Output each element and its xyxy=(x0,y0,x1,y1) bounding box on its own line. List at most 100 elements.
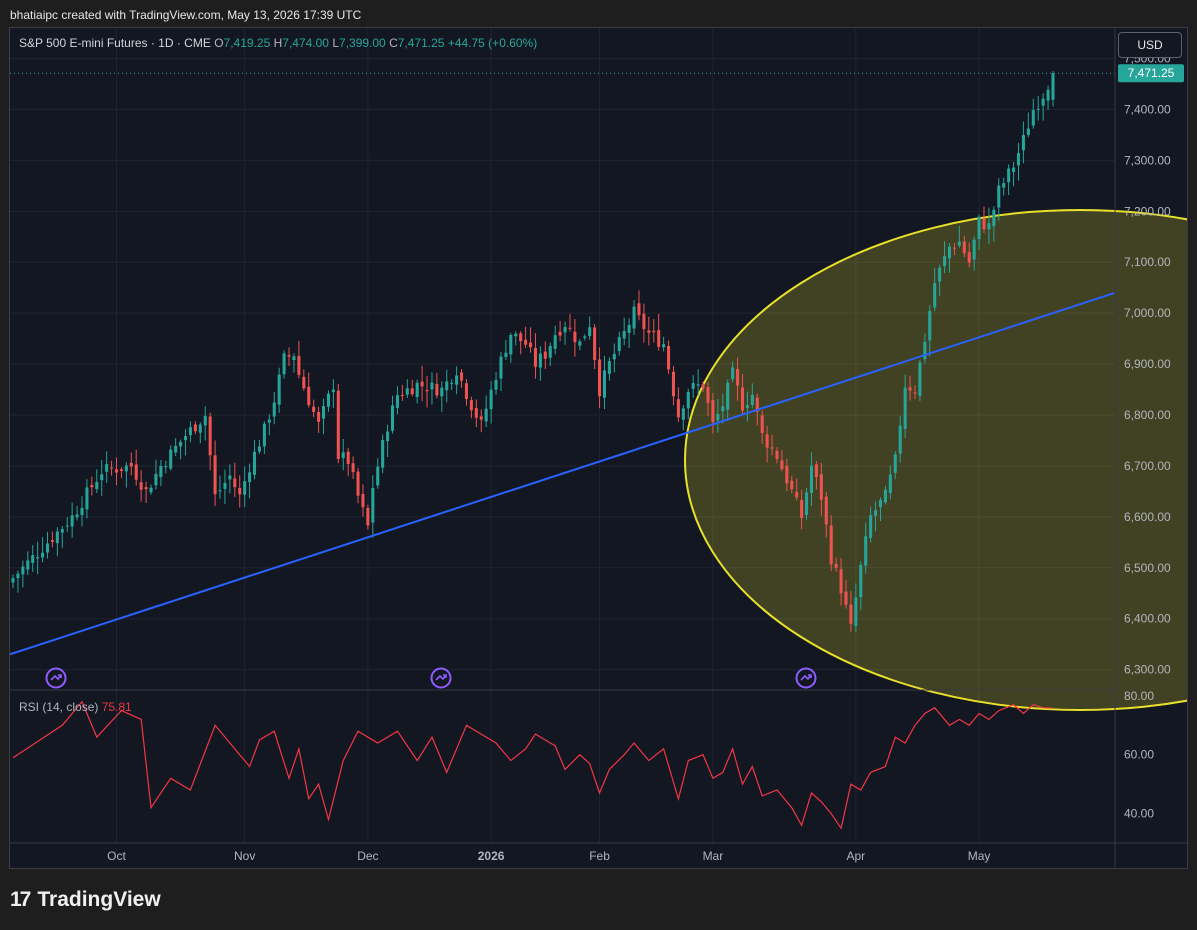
candle-body xyxy=(474,408,478,418)
candle xyxy=(721,393,725,424)
price-tick-label: 7,200.00 xyxy=(1124,204,1171,218)
candle xyxy=(864,522,868,574)
candle-body xyxy=(188,427,192,436)
candle-body xyxy=(321,406,326,419)
candle xyxy=(972,236,976,271)
candle-body xyxy=(770,447,774,449)
candle xyxy=(100,460,104,496)
currency-button[interactable]: USD xyxy=(1118,32,1182,58)
candle xyxy=(543,341,547,370)
rsi-legend[interactable]: RSI (14, close) 75.81 xyxy=(19,700,132,714)
candle-body xyxy=(962,241,966,254)
candle xyxy=(80,496,84,527)
candle xyxy=(129,452,133,476)
candle xyxy=(243,466,247,508)
last-price-badge xyxy=(1118,64,1184,83)
candle-body xyxy=(583,336,587,338)
candle-body xyxy=(134,464,138,480)
candle xyxy=(272,391,276,425)
candle-body xyxy=(60,529,64,533)
candle-body xyxy=(977,216,981,240)
candle xyxy=(839,557,843,606)
candle xyxy=(188,421,192,443)
candle-body xyxy=(114,469,119,473)
candle xyxy=(371,475,375,538)
candle xyxy=(869,506,873,543)
candle xyxy=(149,484,153,495)
candle xyxy=(859,561,863,611)
candle xyxy=(883,485,887,505)
candle xyxy=(499,351,503,391)
candle xyxy=(519,331,523,355)
price-chart[interactable]: 7,471.25 7,500.007,400.007,300.007,200.0… xyxy=(10,28,1187,868)
candle xyxy=(31,545,35,572)
candle xyxy=(962,235,966,258)
candle xyxy=(888,465,892,500)
price-tick-label: 6,400.00 xyxy=(1124,612,1171,626)
candle-body xyxy=(967,252,971,263)
candle-body xyxy=(1036,108,1040,110)
candle-body xyxy=(484,408,488,422)
event-arrow-icon[interactable] xyxy=(45,667,67,689)
candle-body xyxy=(430,382,434,390)
symbol-legend[interactable]: S&P 500 E-mini Futures · 1D · CME O7,419… xyxy=(19,36,537,50)
candle-body xyxy=(331,389,335,393)
candle xyxy=(110,460,114,476)
candle xyxy=(854,583,858,633)
candle-body xyxy=(997,185,1001,208)
candle-body xyxy=(183,436,188,441)
candle-body xyxy=(878,499,883,508)
candle xyxy=(75,505,79,521)
candle-body xyxy=(533,348,537,367)
candle xyxy=(1031,98,1035,129)
candle-body xyxy=(943,256,947,267)
candle-body xyxy=(435,383,439,396)
candle xyxy=(997,178,1001,221)
candle xyxy=(967,242,971,268)
candle-body xyxy=(701,384,705,389)
event-arrow-icon[interactable] xyxy=(795,667,817,689)
candle-body xyxy=(164,466,168,468)
candle xyxy=(642,303,646,343)
price-tick-label: 7,300.00 xyxy=(1124,153,1171,167)
low-label: L xyxy=(332,36,340,50)
candle xyxy=(257,439,261,454)
rsi-tick-label: 60.00 xyxy=(1124,748,1154,762)
candle-body xyxy=(563,327,567,333)
candle-body xyxy=(1041,98,1045,106)
event-arrow-icon[interactable] xyxy=(430,667,452,689)
candle-body xyxy=(381,440,385,468)
candle-body xyxy=(524,339,528,345)
candle xyxy=(805,487,809,520)
candle xyxy=(16,570,20,593)
candle xyxy=(267,414,271,436)
candle-body xyxy=(361,493,365,508)
candle-body xyxy=(760,415,764,433)
price-tick-label: 7,400.00 xyxy=(1124,102,1171,116)
candle xyxy=(947,243,952,273)
candle xyxy=(60,525,64,548)
candle-body xyxy=(307,386,311,406)
candle-body xyxy=(750,395,754,405)
candle-body xyxy=(913,392,917,394)
candle xyxy=(317,406,321,433)
candle xyxy=(1036,95,1040,121)
candle-body xyxy=(326,393,330,407)
candle-body xyxy=(149,487,153,493)
price-tick-label: 6,900.00 xyxy=(1124,357,1171,371)
close-label: C xyxy=(389,36,398,50)
candle-body xyxy=(928,310,932,341)
candle-body xyxy=(218,490,222,492)
candle xyxy=(469,396,473,419)
chart-panel[interactable]: 7,471.25 7,500.00 7,400.00 7,300.00 7,200.0… xyxy=(9,27,1188,869)
candle-body xyxy=(548,345,552,358)
candle xyxy=(893,451,897,480)
candle xyxy=(356,467,360,504)
candle-body xyxy=(844,591,848,605)
candle-body xyxy=(139,482,143,490)
candle xyxy=(686,388,690,419)
candle xyxy=(50,531,54,548)
candle xyxy=(341,439,345,471)
candle xyxy=(829,515,833,572)
candle-body xyxy=(543,351,547,359)
